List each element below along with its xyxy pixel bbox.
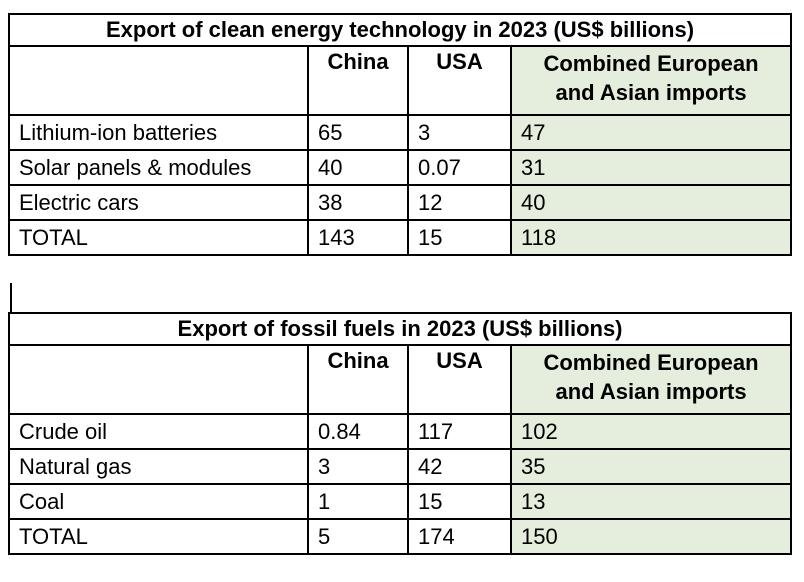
row-label-cell: TOTAL [8, 518, 309, 555]
table-row: Electric cars 38 12 40 [8, 184, 793, 221]
table-row: Solar panels & modules 40 0.07 31 [8, 149, 793, 186]
china-value-cell: 0.84 [307, 413, 409, 450]
clean-energy-table: Export of clean energy technology in 202… [7, 13, 793, 256]
table-total-row: TOTAL 143 15 118 [8, 219, 793, 256]
row-label-cell: Lithium-ion batteries [8, 114, 309, 151]
text-cursor-mark [10, 283, 12, 312]
combined-value-cell: 35 [509, 448, 793, 485]
china-header-cell: China [307, 344, 409, 415]
row-label-cell: Crude oil [8, 413, 309, 450]
table-row: Lithium-ion batteries 65 3 47 [8, 114, 793, 151]
china-value-cell: 65 [307, 114, 409, 151]
china-value-cell: 38 [307, 184, 409, 221]
row-label-cell: Coal [8, 483, 309, 520]
combined-value-cell: 13 [509, 483, 793, 520]
china-value-cell: 40 [307, 149, 409, 186]
row-label-cell: Natural gas [8, 448, 309, 485]
table-row: Coal 1 15 13 [8, 483, 793, 520]
combined-value-cell: 118 [509, 219, 793, 256]
combined-header-line2: and Asian imports [555, 379, 747, 404]
table-header-row: China USA Combined European and Asian im… [8, 344, 793, 415]
usa-value-cell: 15 [407, 219, 512, 256]
document-page: Export of clean energy technology in 202… [7, 13, 793, 555]
table-title: Export of clean energy technology in 202… [7, 13, 793, 47]
usa-value-cell: 117 [407, 413, 512, 450]
usa-value-cell: 174 [407, 518, 512, 555]
combined-value-cell: 150 [509, 518, 793, 555]
combined-imports-header-cell: Combined European and Asian imports [509, 344, 793, 415]
china-value-cell: 1 [307, 483, 409, 520]
combined-value-cell: 47 [509, 114, 793, 151]
table-title: Export of fossil fuels in 2023 (US$ bill… [7, 312, 793, 346]
usa-value-cell: 12 [407, 184, 512, 221]
table-title-row: Export of fossil fuels in 2023 (US$ bill… [7, 312, 793, 346]
combined-header-line2: and Asian imports [555, 80, 747, 105]
row-label-cell: Solar panels & modules [8, 149, 309, 186]
combined-header-line1: Combined European [543, 51, 759, 76]
china-value-cell: 3 [307, 448, 409, 485]
row-label-cell: Electric cars [8, 184, 309, 221]
table-total-row: TOTAL 5 174 150 [8, 518, 793, 555]
usa-value-cell: 3 [407, 114, 512, 151]
china-header-cell: China [307, 45, 409, 116]
china-value-cell: 143 [307, 219, 409, 256]
combined-header-line1: Combined European [543, 350, 759, 375]
table-header-row: China USA Combined European and Asian im… [8, 45, 793, 116]
combined-value-cell: 102 [509, 413, 793, 450]
usa-value-cell: 42 [407, 448, 512, 485]
row-label-cell: TOTAL [8, 219, 309, 256]
usa-value-cell: 15 [407, 483, 512, 520]
usa-value-cell: 0.07 [407, 149, 512, 186]
table-row: Natural gas 3 42 35 [8, 448, 793, 485]
usa-header-cell: USA [407, 45, 512, 116]
fossil-fuels-table: Export of fossil fuels in 2023 (US$ bill… [7, 312, 793, 555]
combined-value-cell: 31 [509, 149, 793, 186]
combined-imports-header-cell: Combined European and Asian imports [509, 45, 793, 116]
table-row: Crude oil 0.84 117 102 [8, 413, 793, 450]
combined-value-cell: 40 [509, 184, 793, 221]
item-header-cell [8, 45, 309, 116]
item-header-cell [8, 344, 309, 415]
table-title-row: Export of clean energy technology in 202… [7, 13, 793, 47]
china-value-cell: 5 [307, 518, 409, 555]
usa-header-cell: USA [407, 344, 512, 415]
